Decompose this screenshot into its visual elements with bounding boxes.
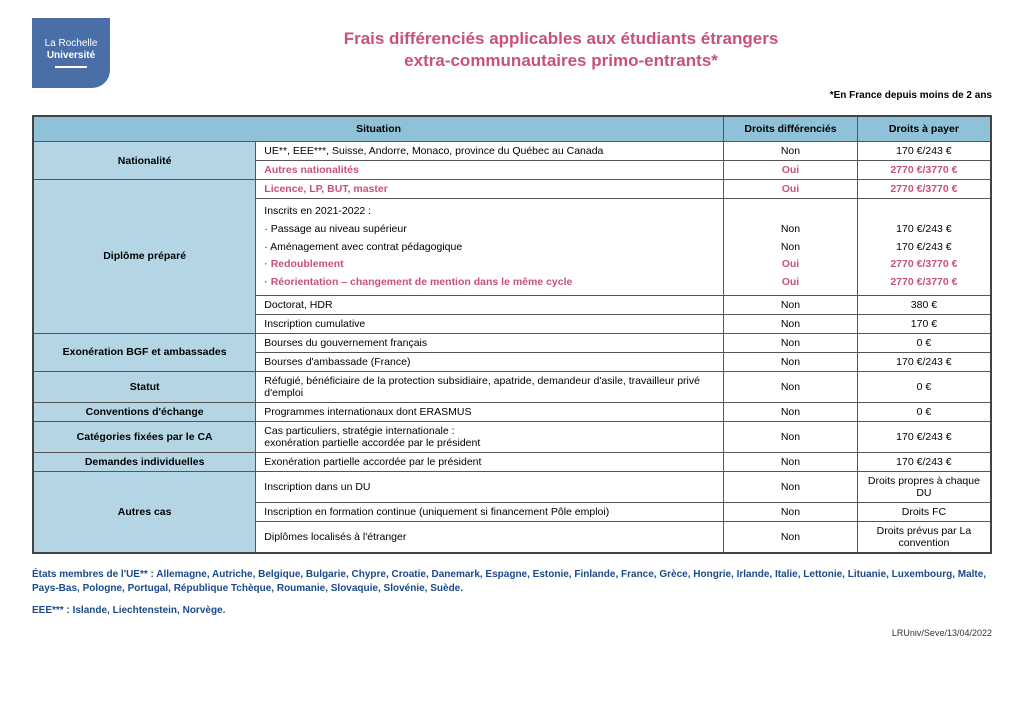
insc-head: Inscrits en 2021-2022 :	[264, 203, 715, 220]
p4: 2770 €/3770 €	[866, 274, 982, 291]
cell-pay: 170 €	[857, 314, 991, 333]
insc-l1: · Passage au niveau supérieur	[264, 221, 715, 238]
cell-diff: Non	[724, 314, 858, 333]
cell-pay: 2770 €/3770 €	[857, 161, 991, 180]
col-situation: Situation	[33, 116, 724, 142]
cell-diff: Non	[724, 421, 858, 452]
cell-pay: Droits propres à chaque DU	[857, 471, 991, 502]
cell-situ: Licence, LP, BUT, master	[256, 180, 724, 199]
cell-situ: Diplômes localisés à l'étranger	[256, 521, 724, 553]
cell-situ: Doctorat, HDR	[256, 295, 724, 314]
header: La Rochelle Université Frais différencié…	[32, 18, 992, 88]
table-row: Statut Réfugié, bénéficiaire de la prote…	[33, 371, 991, 402]
logo-line2: Université	[47, 50, 95, 62]
cell-situ: Exonération partielle accordée par le pr…	[256, 452, 724, 471]
cell-diff: Non	[724, 521, 858, 553]
cell-pay: Droits FC	[857, 502, 991, 521]
cell-situ: Autres nationalités	[256, 161, 724, 180]
cell-pay: 170 €/243 € 170 €/243 € 2770 €/3770 € 27…	[857, 199, 991, 296]
title-line1: Frais différenciés applicables aux étudi…	[344, 29, 779, 48]
d4: Oui	[732, 274, 849, 291]
d2: Non	[732, 239, 849, 256]
table-row: Autres cas Inscription dans un DU Non Dr…	[33, 471, 991, 502]
cell-situ: Inscription dans un DU	[256, 471, 724, 502]
cat-demind: Demandes individuelles	[33, 452, 256, 471]
cell-diff: Non Non Oui Oui	[724, 199, 858, 296]
cell-pay: 0 €	[857, 402, 991, 421]
p1: 170 €/243 €	[866, 221, 982, 238]
cat-exon: Exonération BGF et ambassades	[33, 333, 256, 371]
col-pay: Droits à payer	[857, 116, 991, 142]
cell-situ: Réfugié, bénéficiaire de la protection s…	[256, 371, 724, 402]
p3: 2770 €/3770 €	[866, 256, 982, 273]
cell-diff: Non	[724, 333, 858, 352]
table-row: Exonération BGF et ambassades Bourses du…	[33, 333, 991, 352]
cell-situ: UE**, EEE***, Suisse, Andorre, Monaco, p…	[256, 142, 724, 161]
d3: Oui	[732, 256, 849, 273]
p2: 170 €/243 €	[866, 239, 982, 256]
col-diff: Droits différenciés	[724, 116, 858, 142]
cell-diff: Oui	[724, 161, 858, 180]
cat-nationalite: Nationalité	[33, 142, 256, 180]
cell-pay: Droits prévus par La convention	[857, 521, 991, 553]
table-row: Conventions d'échange Programmes interna…	[33, 402, 991, 421]
fees-table: Situation Droits différenciés Droits à p…	[32, 115, 992, 554]
subnote: *En France depuis moins de 2 ans	[32, 90, 992, 101]
footnote-ue: États membres de l'UE** : Allemagne, Aut…	[32, 568, 992, 596]
cell-pay: 0 €	[857, 333, 991, 352]
insc-l4: · Réorientation – changement de mention …	[264, 274, 715, 291]
cell-situ: Bourses du gouvernement français	[256, 333, 724, 352]
footnote-eee: EEE*** : Islande, Liechtenstein, Norvège…	[32, 604, 992, 618]
cell-pay: 170 €/243 €	[857, 142, 991, 161]
cat-catca: Catégories fixées par le CA	[33, 421, 256, 452]
cell-diff: Non	[724, 371, 858, 402]
logo-line1: La Rochelle	[45, 38, 98, 50]
insc-l3: · Redoublement	[264, 256, 715, 273]
title-line2: extra-communautaires primo-entrants*	[404, 51, 718, 70]
cat-statut: Statut	[33, 371, 256, 402]
cell-situ: Cas particuliers, stratégie internationa…	[256, 421, 724, 452]
cell-diff: Non	[724, 295, 858, 314]
logo-underline-icon	[55, 66, 87, 68]
table-row: Demandes individuelles Exonération parti…	[33, 452, 991, 471]
cell-situ: Inscription en formation continue (uniqu…	[256, 502, 724, 521]
cell-diff: Non	[724, 402, 858, 421]
insc-l2: · Aménagement avec contrat pédagogique	[264, 239, 715, 256]
cell-diff: Non	[724, 471, 858, 502]
cell-pay: 170 €/243 €	[857, 352, 991, 371]
cell-situ: Programmes internationaux dont ERASMUS	[256, 402, 724, 421]
cell-situ: Bourses d'ambassade (France)	[256, 352, 724, 371]
table-row: Nationalité UE**, EEE***, Suisse, Andorr…	[33, 142, 991, 161]
cell-pay: 2770 €/3770 €	[857, 180, 991, 199]
cell-pay: 380 €	[857, 295, 991, 314]
cat-diplome: Diplôme préparé	[33, 180, 256, 334]
footnotes: États membres de l'UE** : Allemagne, Aut…	[32, 568, 992, 618]
table-row: Catégories fixées par le CA Cas particul…	[33, 421, 991, 452]
page-title: Frais différenciés applicables aux étudi…	[130, 18, 992, 72]
university-logo: La Rochelle Université	[32, 18, 110, 88]
cell-diff: Oui	[724, 180, 858, 199]
cell-situ: Inscrits en 2021-2022 : · Passage au niv…	[256, 199, 724, 296]
table-row: Diplôme préparé Licence, LP, BUT, master…	[33, 180, 991, 199]
cell-pay: 0 €	[857, 371, 991, 402]
cat-autres: Autres cas	[33, 471, 256, 553]
cell-diff: Non	[724, 452, 858, 471]
cell-diff: Non	[724, 502, 858, 521]
footer-reference: LRUniv/Seve/13/04/2022	[32, 628, 992, 638]
d1: Non	[732, 221, 849, 238]
cell-pay: 170 €/243 €	[857, 421, 991, 452]
cell-situ: Inscription cumulative	[256, 314, 724, 333]
cell-pay: 170 €/243 €	[857, 452, 991, 471]
cell-diff: Non	[724, 352, 858, 371]
cat-conv: Conventions d'échange	[33, 402, 256, 421]
cell-diff: Non	[724, 142, 858, 161]
